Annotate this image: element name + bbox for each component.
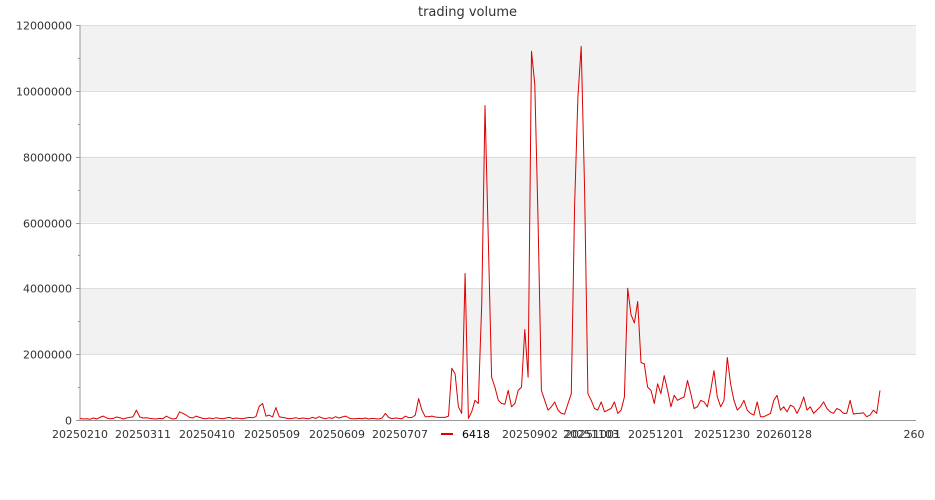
x-tick-label: 260 xyxy=(904,428,925,441)
chart-title: trading volume xyxy=(418,5,517,20)
y-tick-label: 6000000 xyxy=(23,218,72,231)
series-line xyxy=(79,45,881,420)
grid-bands xyxy=(80,25,916,355)
y-tick-label: 4000000 xyxy=(23,283,72,296)
grid-band xyxy=(80,156,916,223)
x-tick-label: 20250311 xyxy=(115,428,171,441)
x-tick-label: 20251001 xyxy=(565,428,621,441)
legend-label: 6418 xyxy=(462,428,490,441)
x-tick-label: 20251201 xyxy=(628,428,684,441)
series-layer xyxy=(79,45,881,420)
x-tick-label: 20250902 xyxy=(502,428,558,441)
y-tick-label: 2000000 xyxy=(23,349,72,362)
x-tick-label: 20260128 xyxy=(756,428,812,441)
y-tick-label: 8000000 xyxy=(23,152,72,165)
x-axis: 20250210 20250311 20250410 20250509 20250609… xyxy=(52,420,925,441)
y-tick-label: 0 xyxy=(65,415,72,428)
y-axis: 0 2000000 4000000 6000000 8000000 10000000 120… xyxy=(16,20,81,428)
x-tick-label: 20250410 xyxy=(179,428,235,441)
y-tick-label: 12000000 xyxy=(16,20,72,33)
x-tick-label: 20251103 xyxy=(563,428,619,441)
grid-band xyxy=(80,25,916,91)
x-tick-label: 20250707 xyxy=(372,428,428,441)
x-tick-label: 20250609 xyxy=(309,428,365,441)
x-tick-label: 20250509 xyxy=(244,428,300,441)
x-tick-label: 20251230 xyxy=(694,428,750,441)
legend: 6418 xyxy=(441,428,490,441)
x-tick-label: 20250210 xyxy=(52,428,108,441)
y-tick-label: 10000000 xyxy=(16,86,72,99)
grid-band xyxy=(80,288,916,355)
